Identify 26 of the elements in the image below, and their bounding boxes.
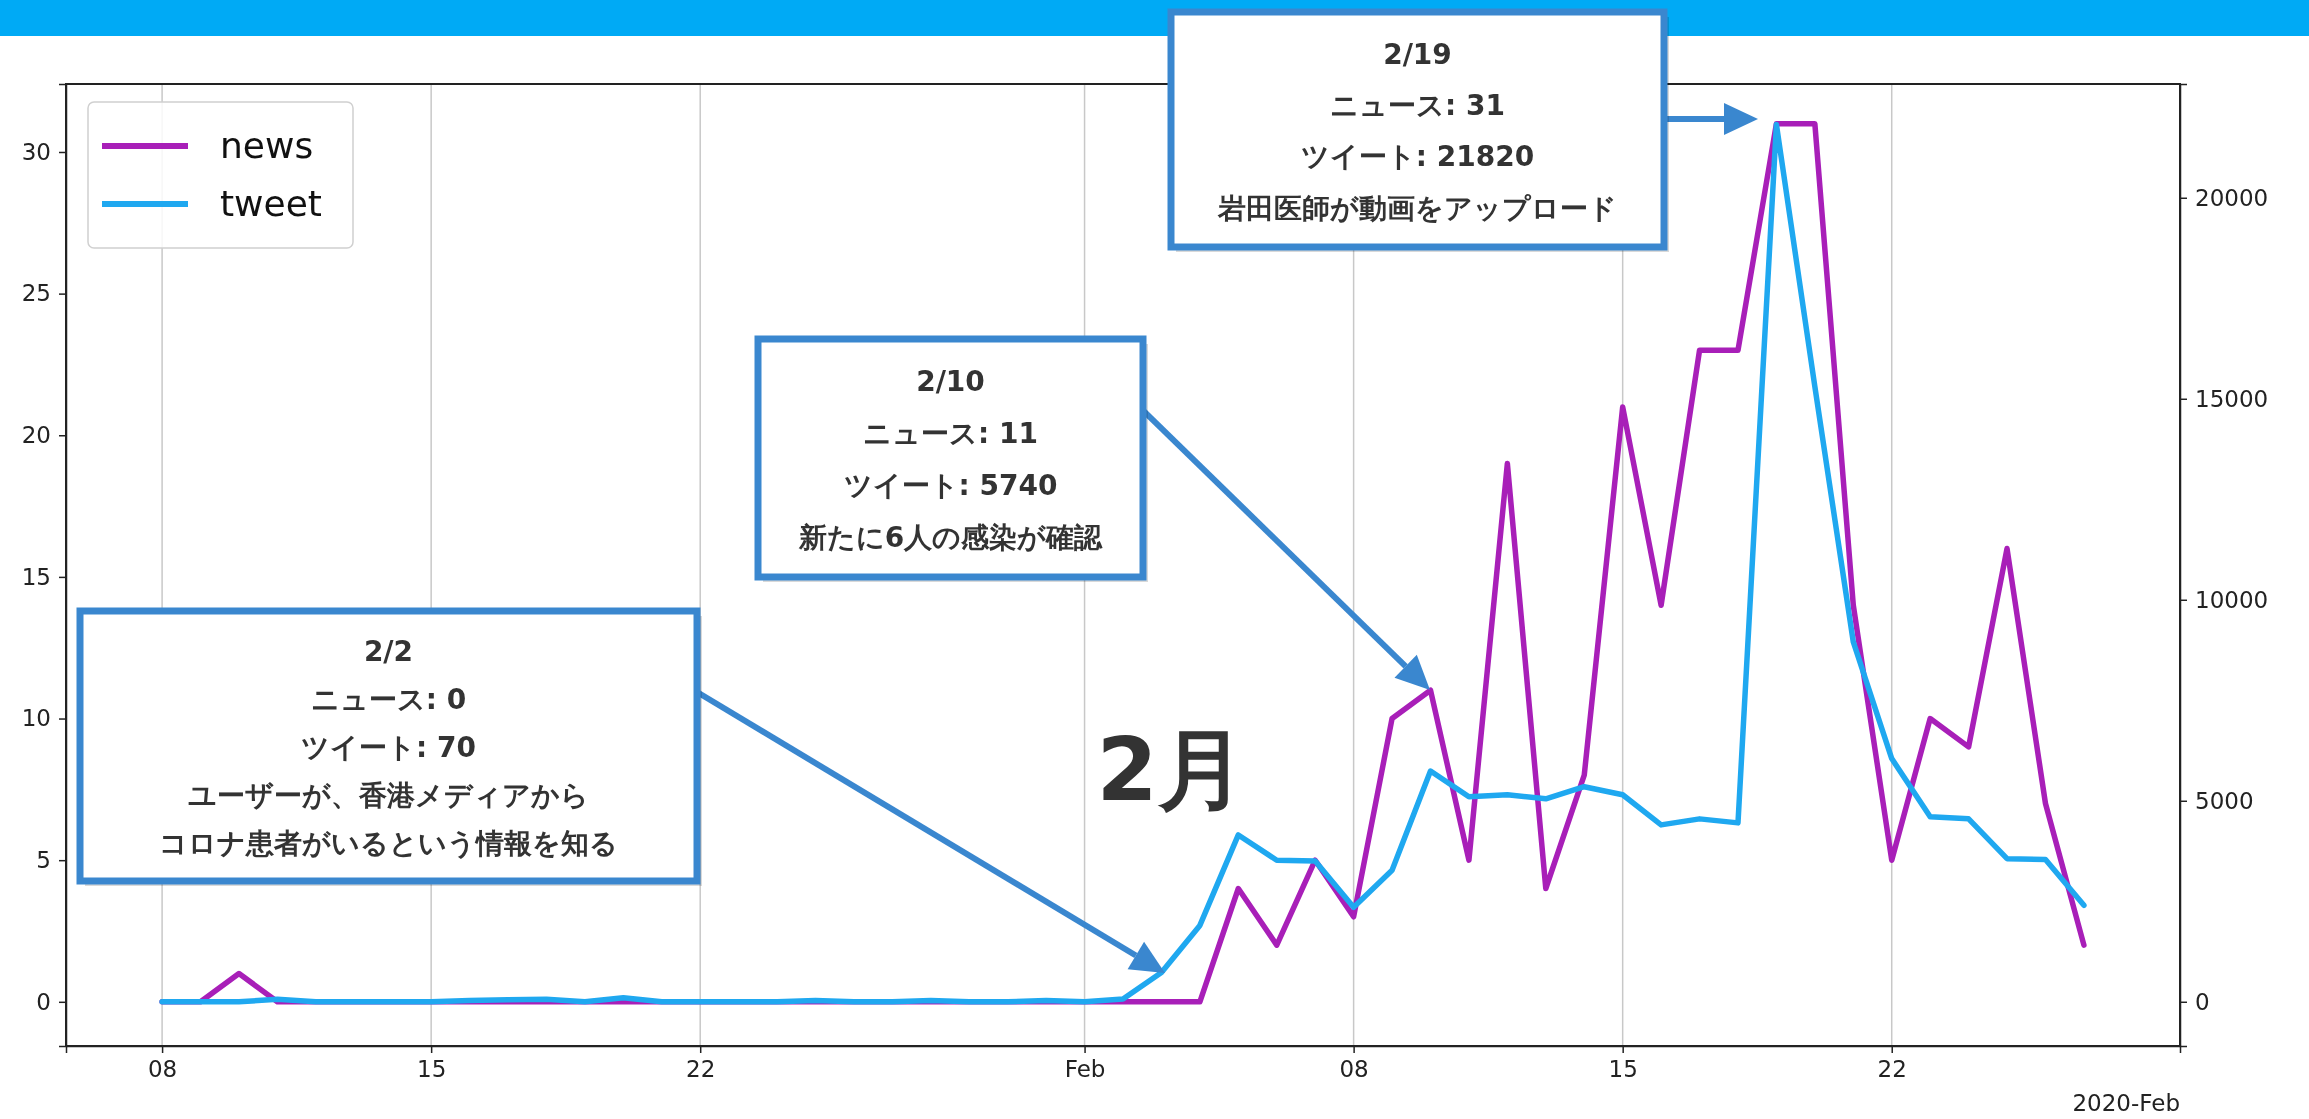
x-tick-label: 22 [1877, 1056, 1907, 1083]
y2-tick-label: 15000 [2195, 385, 2269, 412]
y-tick-label: 25 [21, 280, 51, 307]
x-tick-label: 22 [686, 1056, 716, 1083]
x-tick-label: 08 [147, 1056, 178, 1083]
x-tick-label: 15 [417, 1056, 447, 1083]
x-tick-label: Feb [1064, 1056, 1106, 1083]
y-tick-label: 10 [21, 705, 51, 732]
y-tick-label: 30 [21, 138, 51, 165]
annotation: 2/19 ニュース: 31 ツイート: 21820 岩田医師が動画をアップロード [1217, 37, 1617, 225]
annotation: 2/10 ニュース: 11 ツイート: 5740 新たに6人の感染が確認 [797, 365, 1104, 555]
x-tick-label: 08 [1339, 1056, 1369, 1083]
y2-tick-label: 0 [2195, 988, 2210, 1015]
x-tick-label: 15 [1608, 1056, 1638, 1083]
y-tick-label: 20 [21, 422, 51, 449]
y2-tick-label: 10000 [2195, 586, 2269, 613]
y-tick-label: 15 [21, 563, 51, 590]
y2-tick-label: 20000 [2195, 184, 2269, 211]
annotation: 2/2 ニュース: 0 ツイート: 70 ユーザーが、香港メディアからコロナ患者がいるという情報を知る [159, 634, 618, 860]
annotation: 2月 [1096, 718, 1246, 821]
y-tick-label: 0 [36, 988, 51, 1015]
y2-tick-label: 5000 [2195, 787, 2254, 814]
x-axis-title: 2020-Feb [2072, 1090, 2180, 1116]
legend-label: tweet [220, 183, 322, 224]
y-tick-label: 5 [36, 847, 51, 874]
legend-label: news [220, 125, 314, 166]
